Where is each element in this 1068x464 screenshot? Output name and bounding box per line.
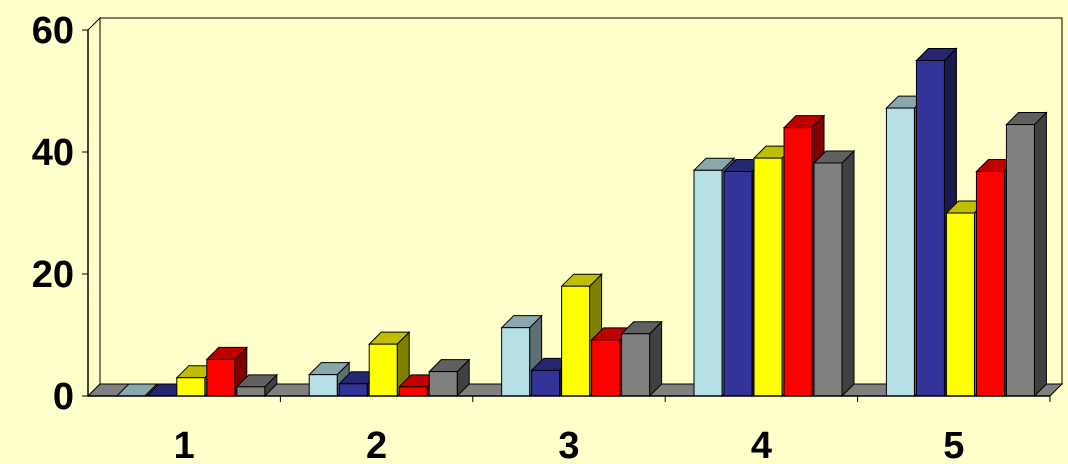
bar <box>915 60 945 397</box>
x-tick-label: 1 <box>174 425 195 464</box>
y-tick-label: 60 <box>32 10 74 52</box>
bar <box>975 171 1005 397</box>
bar <box>308 374 338 397</box>
bar <box>621 333 651 397</box>
bar <box>561 285 591 397</box>
bar <box>338 383 368 397</box>
y-tick-label: 40 <box>32 132 74 174</box>
bar <box>591 339 621 397</box>
x-tick-label: 2 <box>366 425 387 464</box>
bar <box>206 358 236 397</box>
bar <box>783 127 813 397</box>
bar-side <box>841 149 855 398</box>
bar <box>531 369 561 397</box>
bar <box>1005 124 1035 397</box>
y-tick-label: 20 <box>32 254 74 296</box>
bar <box>176 377 206 397</box>
x-tick-label: 5 <box>943 425 964 464</box>
bar <box>368 343 398 397</box>
y-tick-label: 0 <box>53 376 74 418</box>
bar-side <box>1033 111 1047 398</box>
bar <box>501 327 531 397</box>
bar <box>945 212 975 397</box>
x-tick-label: 4 <box>751 425 772 464</box>
bar <box>693 169 723 397</box>
bar <box>753 157 783 397</box>
bar <box>428 371 458 397</box>
bar <box>723 171 753 397</box>
plot-side-wall <box>87 16 101 398</box>
bar <box>398 386 428 397</box>
x-tick-label: 3 <box>558 425 579 464</box>
bar <box>885 107 915 397</box>
bar <box>236 386 266 397</box>
bar-side <box>649 320 663 398</box>
bar <box>813 162 843 397</box>
